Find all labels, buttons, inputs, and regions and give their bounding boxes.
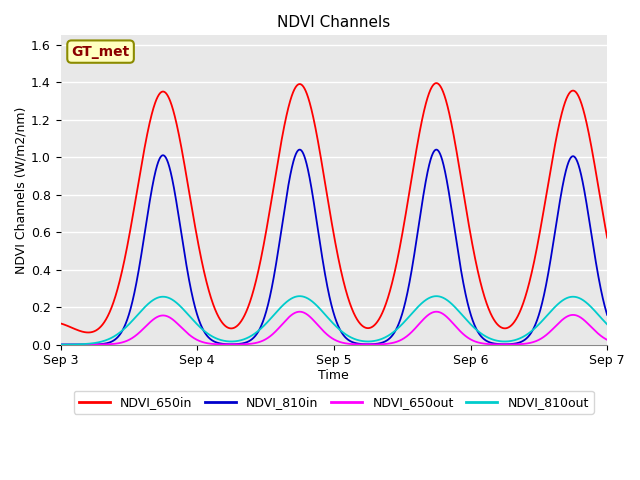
- Y-axis label: NDVI Channels (W/m2/nm): NDVI Channels (W/m2/nm): [15, 106, 28, 274]
- Title: NDVI Channels: NDVI Channels: [277, 15, 390, 30]
- Text: GT_met: GT_met: [72, 45, 130, 59]
- Legend: NDVI_650in, NDVI_810in, NDVI_650out, NDVI_810out: NDVI_650in, NDVI_810in, NDVI_650out, NDV…: [74, 391, 594, 414]
- X-axis label: Time: Time: [319, 369, 349, 382]
